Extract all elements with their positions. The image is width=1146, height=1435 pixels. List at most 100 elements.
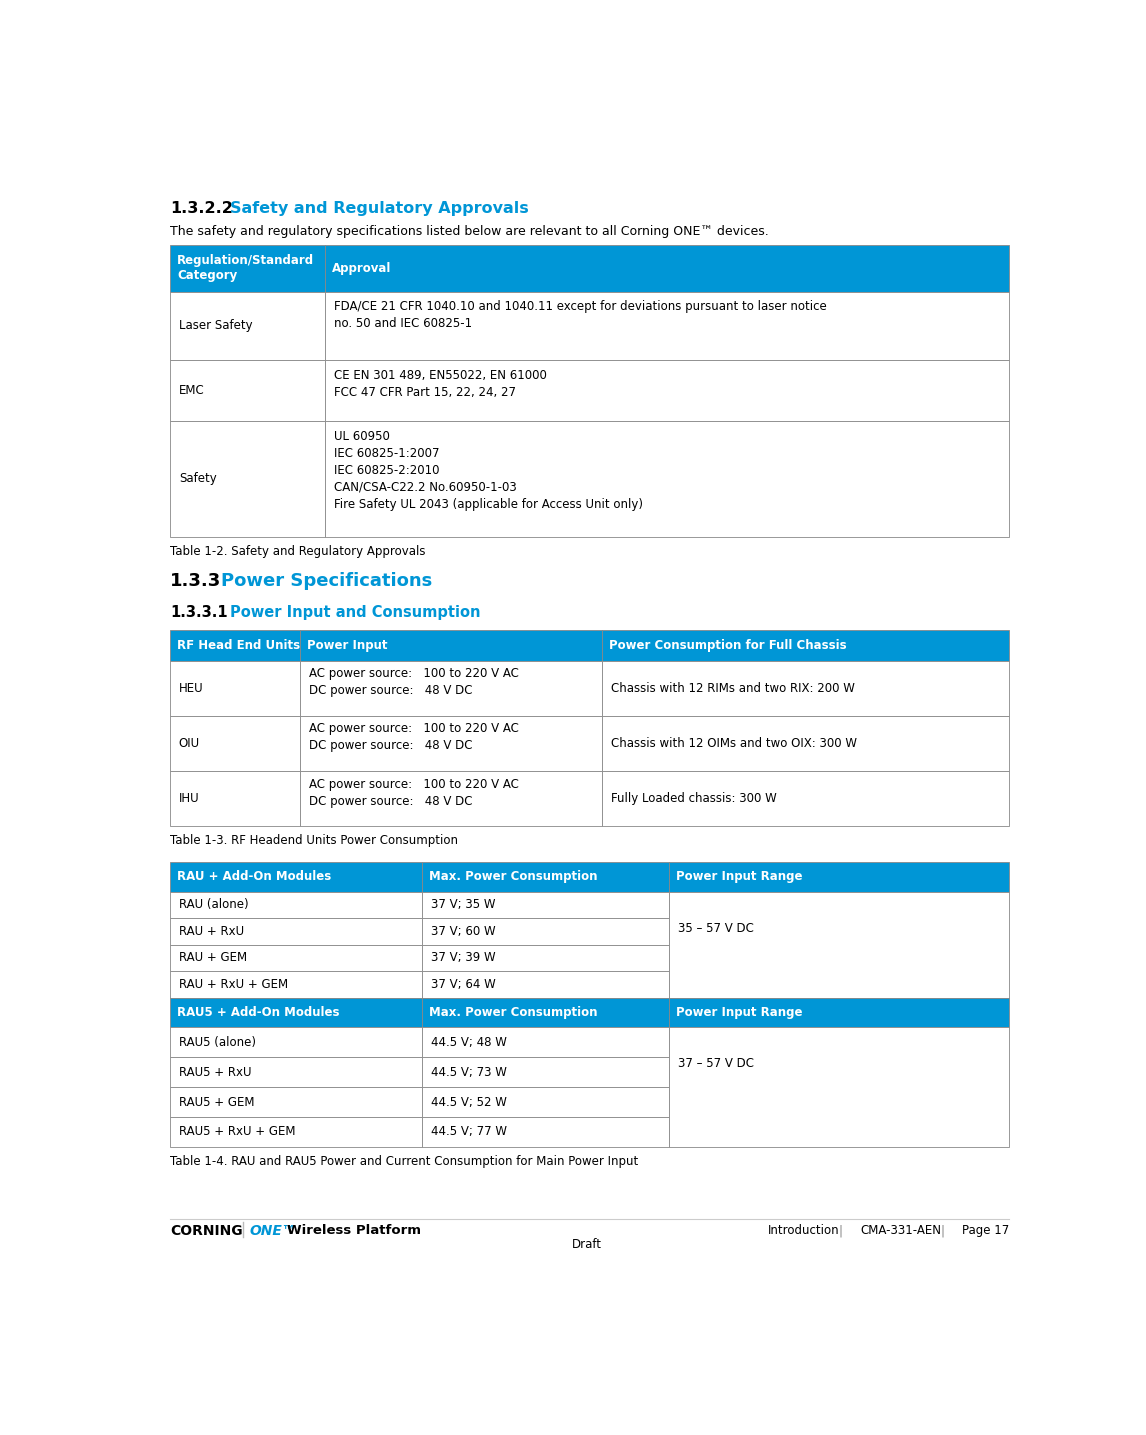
FancyBboxPatch shape [325, 420, 1010, 537]
FancyBboxPatch shape [325, 360, 1010, 420]
Text: Page 17: Page 17 [961, 1224, 1010, 1237]
FancyBboxPatch shape [170, 891, 422, 918]
Text: EMC: EMC [179, 385, 204, 397]
Text: Chassis with 12 OIMs and two OIX: 300 W: Chassis with 12 OIMs and two OIX: 300 W [611, 738, 857, 751]
Text: Chassis with 12 RIMs and two RIX: 200 W: Chassis with 12 RIMs and two RIX: 200 W [611, 682, 855, 695]
Text: Power Input Range: Power Input Range [676, 1006, 803, 1019]
Text: 37 V; 64 W: 37 V; 64 W [431, 977, 495, 990]
Text: Table 1-3. RF Headend Units Power Consumption: Table 1-3. RF Headend Units Power Consum… [170, 834, 458, 847]
FancyBboxPatch shape [170, 291, 325, 360]
FancyBboxPatch shape [170, 630, 300, 660]
FancyBboxPatch shape [422, 861, 669, 891]
FancyBboxPatch shape [170, 771, 300, 827]
FancyBboxPatch shape [170, 1058, 422, 1088]
Text: 1.3.3.1: 1.3.3.1 [170, 606, 228, 620]
FancyBboxPatch shape [422, 1058, 669, 1088]
Text: CE EN 301 489, EN55022, EN 61000
FCC 47 CFR Part 15, 22, 24, 27: CE EN 301 489, EN55022, EN 61000 FCC 47 … [333, 369, 547, 399]
FancyBboxPatch shape [170, 971, 422, 997]
Text: 37 V; 39 W: 37 V; 39 W [431, 951, 495, 964]
Text: IHU: IHU [179, 792, 199, 805]
FancyBboxPatch shape [170, 944, 422, 971]
FancyBboxPatch shape [669, 891, 1010, 997]
Text: Power Input and Consumption: Power Input and Consumption [230, 606, 481, 620]
FancyBboxPatch shape [170, 360, 325, 420]
FancyBboxPatch shape [422, 997, 669, 1027]
FancyBboxPatch shape [170, 420, 325, 537]
FancyBboxPatch shape [170, 861, 422, 891]
FancyBboxPatch shape [170, 1088, 422, 1116]
Text: RAU5 + GEM: RAU5 + GEM [179, 1095, 254, 1108]
Text: Power Input Range: Power Input Range [676, 870, 803, 883]
Text: Table 1-2. Safety and Regulatory Approvals: Table 1-2. Safety and Regulatory Approva… [170, 544, 425, 558]
Text: Max. Power Consumption: Max. Power Consumption [429, 1006, 597, 1019]
FancyBboxPatch shape [170, 1116, 422, 1147]
FancyBboxPatch shape [325, 291, 1010, 360]
Text: RAU (alone): RAU (alone) [179, 898, 249, 911]
FancyBboxPatch shape [602, 771, 1010, 827]
FancyBboxPatch shape [170, 716, 300, 771]
FancyBboxPatch shape [170, 660, 300, 716]
Text: 37 V; 35 W: 37 V; 35 W [431, 898, 495, 911]
Text: 44.5 V; 52 W: 44.5 V; 52 W [431, 1095, 507, 1108]
FancyBboxPatch shape [422, 1116, 669, 1147]
Text: RAU + GEM: RAU + GEM [179, 951, 246, 964]
FancyBboxPatch shape [170, 1027, 422, 1058]
FancyBboxPatch shape [422, 1088, 669, 1116]
Text: AC power source:   100 to 220 V AC
DC power source:   48 V DC: AC power source: 100 to 220 V AC DC powe… [309, 778, 519, 808]
Text: CMA-331-AEN: CMA-331-AEN [861, 1224, 942, 1237]
Text: Introduction: Introduction [768, 1224, 840, 1237]
Text: 1.3.2.2: 1.3.2.2 [170, 201, 233, 215]
Text: Power Consumption for Full Chassis: Power Consumption for Full Chassis [610, 639, 847, 651]
Text: RF Head End Units: RF Head End Units [176, 639, 300, 651]
Text: |: | [839, 1224, 842, 1237]
Text: AC power source:   100 to 220 V AC
DC power source:   48 V DC: AC power source: 100 to 220 V AC DC powe… [309, 722, 519, 752]
Text: 37 – 57 V DC: 37 – 57 V DC [678, 1056, 754, 1069]
FancyBboxPatch shape [422, 891, 669, 918]
Text: 44.5 V; 77 W: 44.5 V; 77 W [431, 1125, 507, 1138]
Text: RAU + Add-On Modules: RAU + Add-On Modules [176, 870, 331, 883]
Text: Wireless Platform: Wireless Platform [288, 1224, 421, 1237]
FancyBboxPatch shape [170, 918, 422, 944]
FancyBboxPatch shape [669, 1027, 1010, 1147]
Text: HEU: HEU [179, 682, 203, 695]
Text: UL 60950
IEC 60825-1:2007
IEC 60825-2:2010
CAN/CSA-C22.2 No.60950-1-03
Fire Safe: UL 60950 IEC 60825-1:2007 IEC 60825-2:20… [333, 429, 643, 511]
FancyBboxPatch shape [422, 1027, 669, 1058]
FancyBboxPatch shape [300, 660, 602, 716]
FancyBboxPatch shape [422, 944, 669, 971]
Text: AC power source:   100 to 220 V AC
DC power source:   48 V DC: AC power source: 100 to 220 V AC DC powe… [309, 667, 519, 697]
Text: 1.3.3: 1.3.3 [170, 573, 221, 590]
FancyBboxPatch shape [300, 771, 602, 827]
FancyBboxPatch shape [422, 971, 669, 997]
Text: The safety and regulatory specifications listed below are relevant to all Cornin: The safety and regulatory specifications… [170, 225, 769, 238]
Text: Power Specifications: Power Specifications [221, 573, 433, 590]
Text: Approval: Approval [332, 261, 392, 276]
Text: ONE™: ONE™ [250, 1224, 297, 1238]
Text: RAU + RxU + GEM: RAU + RxU + GEM [179, 977, 288, 990]
Text: 44.5 V; 48 W: 44.5 V; 48 W [431, 1036, 507, 1049]
FancyBboxPatch shape [669, 861, 1010, 891]
FancyBboxPatch shape [300, 630, 602, 660]
Text: Table 1-4. RAU and RAU5 Power and Current Consumption for Main Power Input: Table 1-4. RAU and RAU5 Power and Curren… [170, 1155, 638, 1168]
FancyBboxPatch shape [170, 245, 325, 291]
Text: FDA/CE 21 CFR 1040.10 and 1040.11 except for deviations pursuant to laser notice: FDA/CE 21 CFR 1040.10 and 1040.11 except… [333, 300, 826, 330]
Text: CORNING: CORNING [170, 1224, 243, 1238]
Text: Regulation/Standard
Category: Regulation/Standard Category [176, 254, 314, 283]
Text: 35 – 57 V DC: 35 – 57 V DC [678, 923, 754, 936]
FancyBboxPatch shape [602, 630, 1010, 660]
Text: |: | [941, 1224, 944, 1237]
FancyBboxPatch shape [422, 918, 669, 944]
Text: RAU5 + Add-On Modules: RAU5 + Add-On Modules [176, 1006, 339, 1019]
Text: RAU5 + RxU + GEM: RAU5 + RxU + GEM [179, 1125, 296, 1138]
Text: Max. Power Consumption: Max. Power Consumption [429, 870, 597, 883]
Text: 44.5 V; 73 W: 44.5 V; 73 W [431, 1066, 507, 1079]
FancyBboxPatch shape [602, 716, 1010, 771]
FancyBboxPatch shape [325, 245, 1010, 291]
Text: Laser Safety: Laser Safety [179, 320, 252, 333]
Text: RAU5 + RxU: RAU5 + RxU [179, 1066, 251, 1079]
FancyBboxPatch shape [602, 660, 1010, 716]
Text: OIU: OIU [179, 738, 199, 751]
FancyBboxPatch shape [300, 716, 602, 771]
Text: Safety and Regulatory Approvals: Safety and Regulatory Approvals [230, 201, 529, 215]
Text: RAU5 (alone): RAU5 (alone) [179, 1036, 256, 1049]
Text: 37 V; 60 W: 37 V; 60 W [431, 924, 495, 938]
